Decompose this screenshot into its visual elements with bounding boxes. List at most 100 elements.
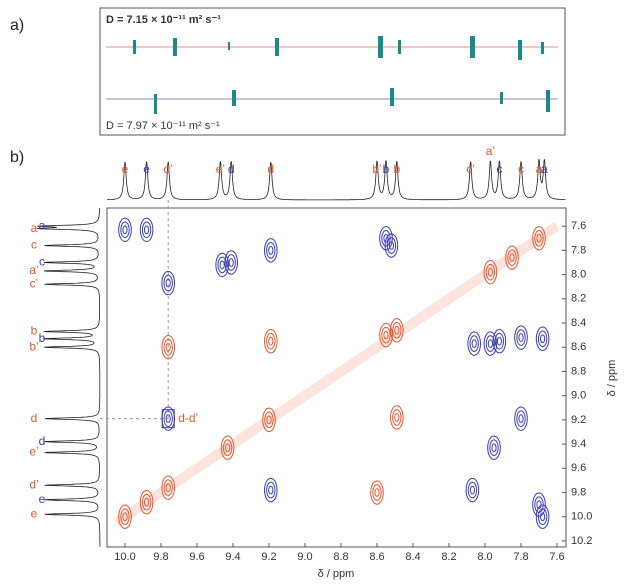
y-tick-label: 8.0 [571,268,586,280]
contour-peak [497,337,501,345]
contour-peak [519,334,523,342]
peak-label: e [39,492,46,506]
peak-label: b’ [372,162,381,176]
peak-label: c [518,162,524,176]
peak-label: a’ [29,263,38,277]
contour-peak [488,340,492,348]
contour-peak [269,486,273,494]
contour-peak [269,246,273,254]
trace-peaks [133,36,550,114]
x-tick-label: 9.0 [297,551,312,563]
peak-label: e’ [216,162,225,176]
contour-peak [375,489,379,497]
peak-label: d [267,162,274,176]
contour-peak [490,440,498,456]
panel-a-frame [100,8,565,135]
contour-peak [267,333,275,349]
contour-peak [468,482,476,498]
peak-label: d [228,162,235,176]
peak-label: c [31,238,37,252]
contour-peak [395,414,399,422]
contour-peak [538,331,546,347]
contour-peak [142,222,150,238]
peak-label: e [122,162,129,176]
peak-label: d’ [164,162,173,176]
contour-peak [517,411,525,427]
x-tick-label: 8.6 [369,551,384,563]
x-tick-label: 8.0 [477,551,492,563]
peak-label: b’ [29,339,38,353]
x-tick-label: 8.8 [333,551,348,563]
contour-peak [145,226,149,234]
figure: a) D = 7.15 × 10⁻¹¹ m² s⁻¹ D = 7.97 × 10… [0,0,630,580]
y-tick-label: 8.6 [571,341,586,353]
peak-label: b [383,162,390,176]
contour-peak [269,337,273,345]
contour-peak [472,340,476,348]
peak-label: e [143,162,150,176]
side-spectrum [37,208,100,547]
y-tick-label: 10.0 [571,511,592,523]
contour-peak [470,486,474,494]
x-tick-label: 9.8 [153,551,168,563]
peak-label: b [31,324,38,338]
contour-peak [121,222,129,238]
y-tick-label: 8.8 [571,365,586,377]
contour-peak [373,485,381,501]
panel-label: a) [10,17,24,34]
x-tick-label: 8.4 [405,551,420,563]
y-tick-label: 9.2 [571,414,586,426]
y-tick-label: 9.8 [571,486,586,498]
x-tick-label: 9.6 [189,551,204,563]
contour-peak [492,444,496,452]
peak-label: b [39,331,46,345]
peak-label: c [39,255,45,269]
y-tick-label: 9.6 [571,462,586,474]
peak-label: e’ [29,445,38,459]
y-tick-label: 7.6 [571,220,586,232]
crosspeak-label: d-d’ [178,411,198,425]
peak-label: b [393,162,400,176]
contour-peak [517,330,525,346]
peak-label: c’ [30,276,39,290]
y-tick-label: 9.4 [571,438,586,450]
x-tick-label: 9.2 [261,551,276,563]
peak-label: c’ [466,162,475,176]
y-tick-label: 8.4 [571,317,586,329]
contour-peak [229,259,233,267]
peak-label: d [39,434,46,448]
peak-label: a’ [486,144,495,158]
y-tick-label: 7.8 [571,244,586,256]
peak-label: a [39,218,46,232]
peak-label: c [496,162,502,176]
x-tick-label: 7.6 [549,551,564,563]
contour-peak [470,336,478,352]
contour-peak [267,482,275,498]
contour-peak [541,335,545,343]
x-tick-label: 9.4 [225,551,240,563]
diffusion-label: D = 7.15 × 10⁻¹¹ m² s⁻¹ [106,14,221,26]
contour-peak [393,410,401,426]
contour-peak [519,415,523,423]
contour-peak [267,243,275,259]
contour-peak [164,275,172,291]
peak-label: d [31,411,38,425]
peak-label: e [31,506,38,520]
y-axis-label: δ / ppm [606,360,618,397]
x-tick-label: 10.0 [114,551,135,563]
x-axis-label: δ / ppm [318,568,355,580]
y-tick-label: 10.2 [571,535,592,547]
peak-label: d’ [29,477,38,491]
contour-peak [220,261,224,269]
diffusion-label: D = 7.97 × 10⁻¹¹ m² s⁻¹ [106,120,220,132]
diagonal-haze [116,226,557,523]
peak-label: a [541,162,548,176]
contour-peak [123,226,127,234]
peak-label: a [31,221,38,235]
y-tick-label: 9.0 [571,390,586,402]
x-tick-label: 7.8 [513,551,528,563]
y-tick-label: 8.2 [571,293,586,305]
x-tick-label: 8.2 [441,551,456,563]
panel-label: b) [10,149,24,166]
page: {"panel_a": {"label": "a)", "top_text": … [0,0,630,580]
